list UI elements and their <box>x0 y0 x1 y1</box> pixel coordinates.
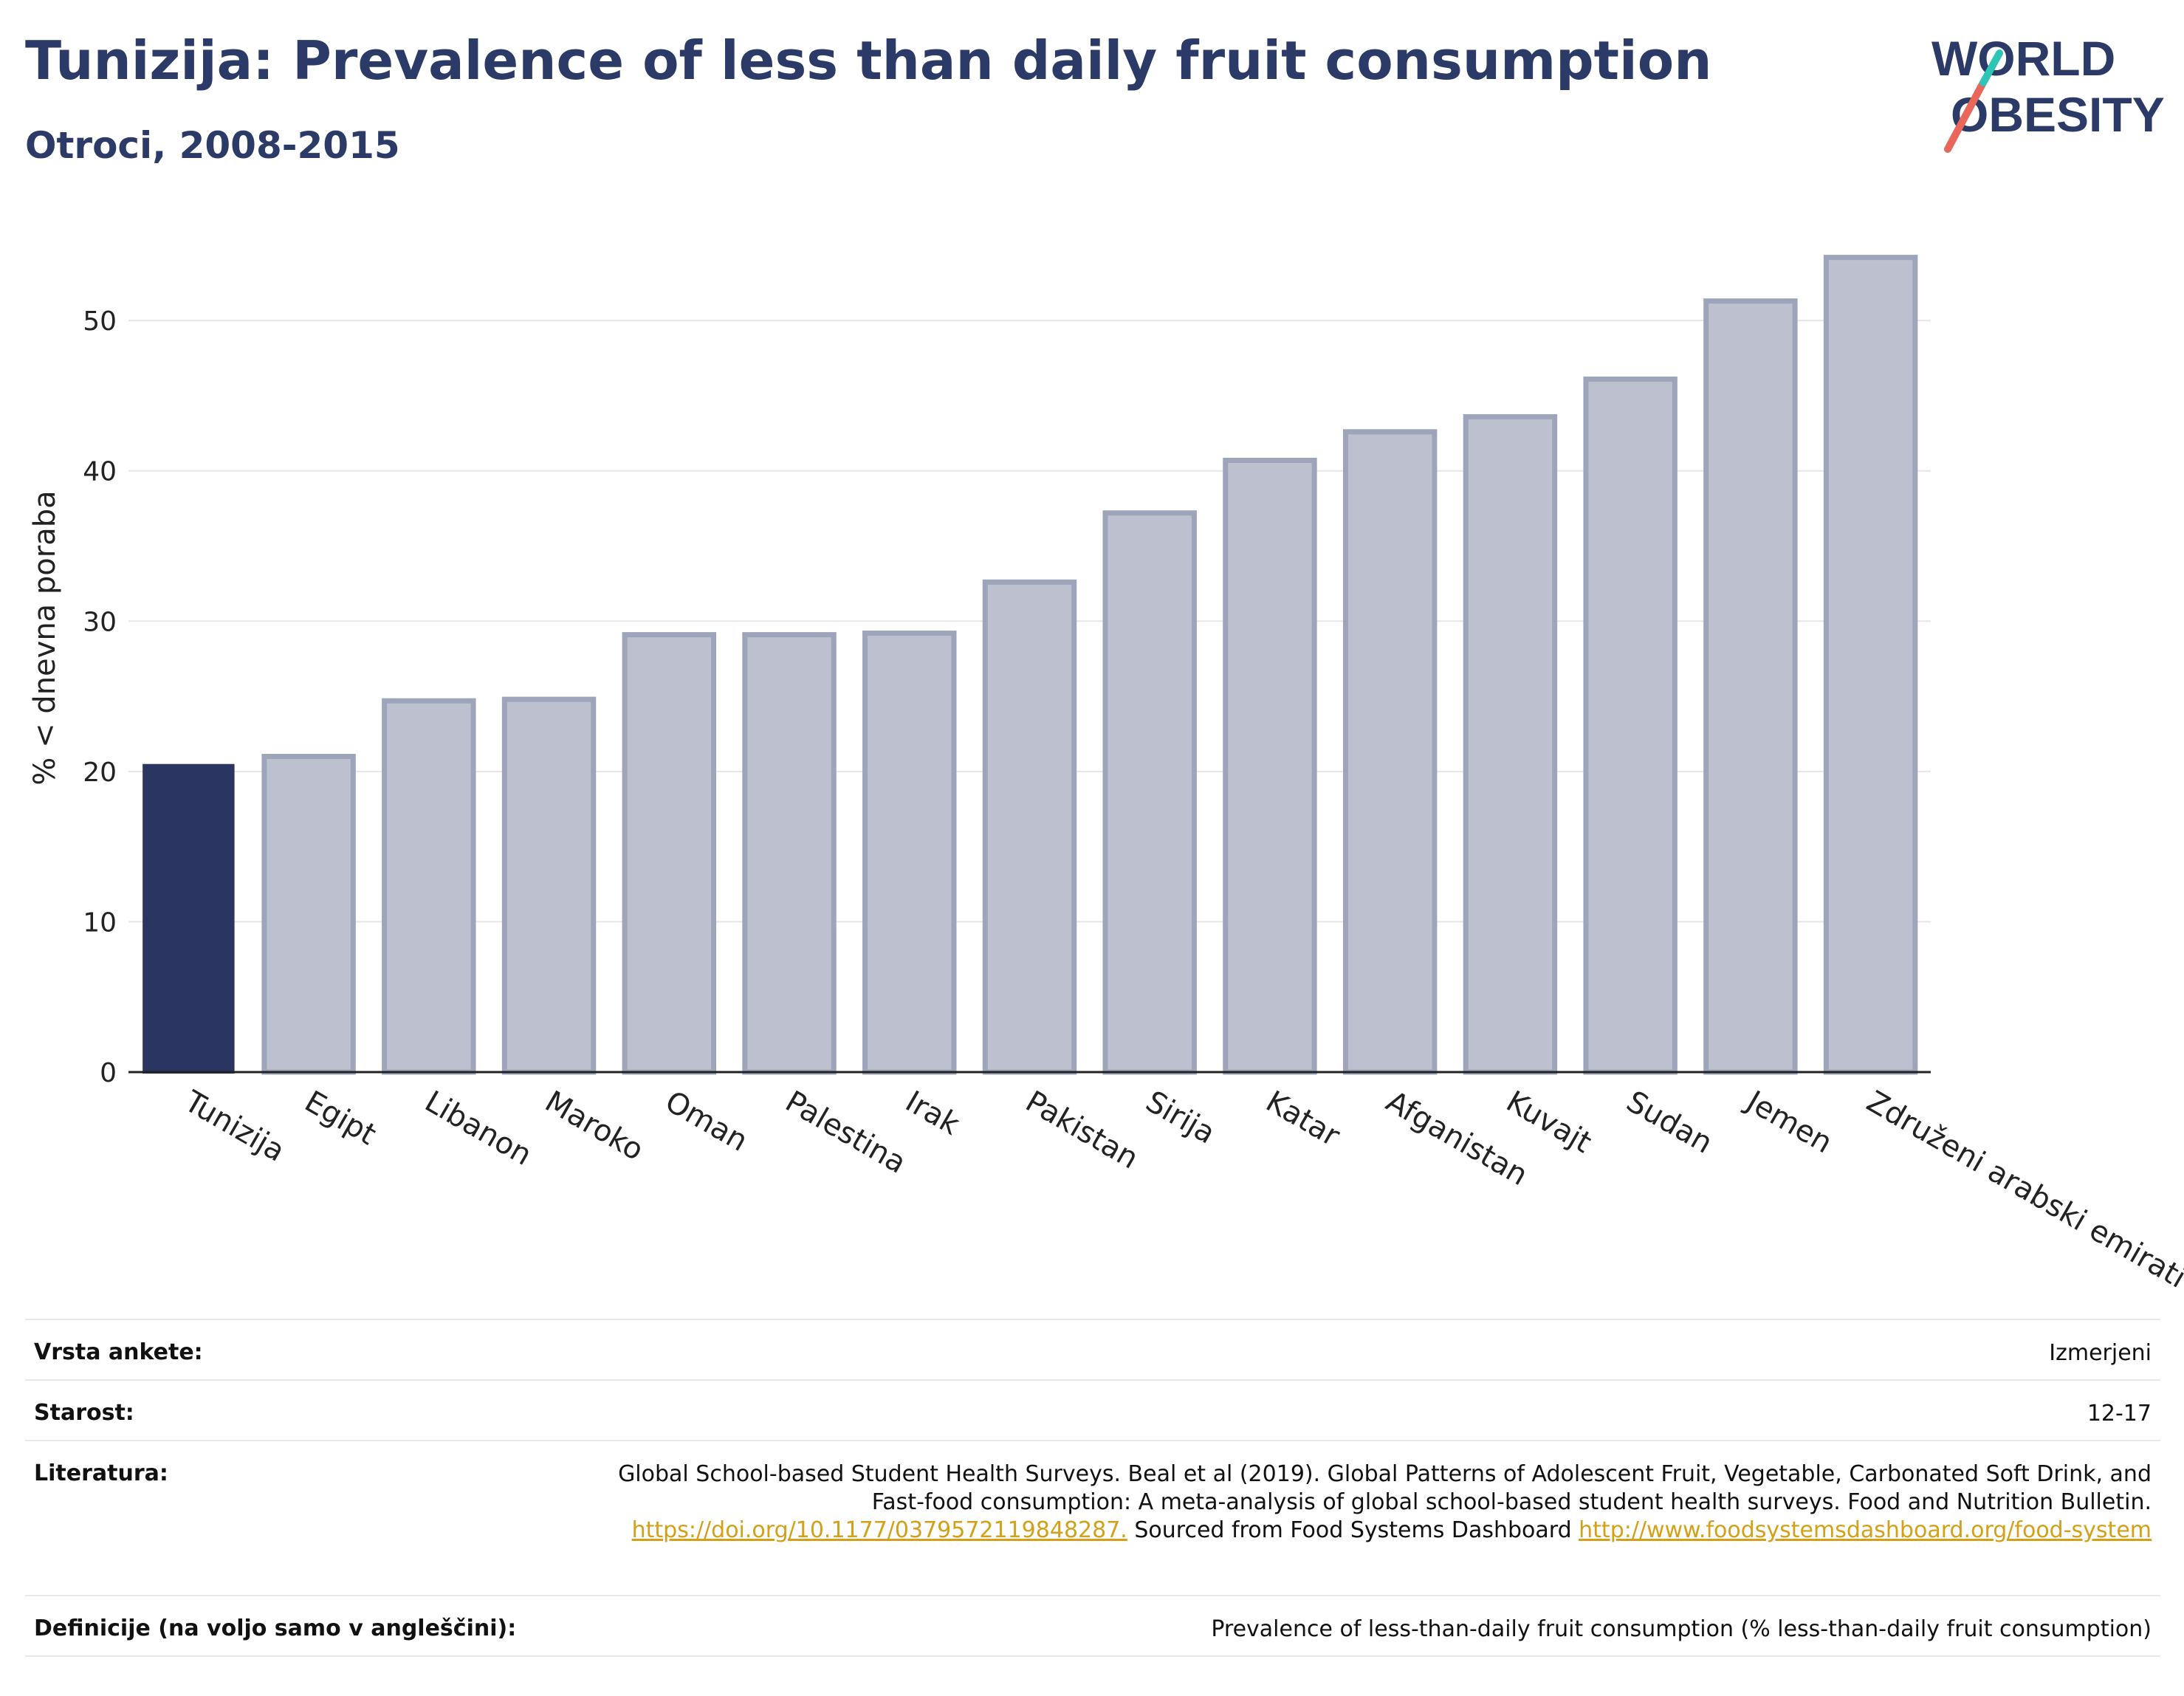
x-tick-label: Kuvajt <box>1500 1085 1597 1160</box>
x-tick-label: Jemen <box>1739 1083 1838 1160</box>
y-tick-label: 0 <box>100 1058 117 1088</box>
y-tick-label: 30 <box>83 607 117 637</box>
y-axis-ticks: 0 10 20 30 40 50 <box>83 306 117 1088</box>
x-axis-ticks: Tunizija Egipt Libanon Maroko Oman PalestinaI… <box>178 1083 2184 1295</box>
bar-kuvajt <box>1463 413 1558 1075</box>
literature-text-1: Global School-based Student Health Surve… <box>618 1461 2152 1515</box>
y-tick-label: 50 <box>83 306 117 337</box>
age-value: 12-17 <box>2087 1401 2152 1427</box>
x-tick-label: Oman <box>659 1085 753 1158</box>
meta-row-literature: Literatura: Global School-based Student … <box>25 1440 2160 1595</box>
definitions-value: Prevalence of less-than-daily fruit cons… <box>1211 1616 2152 1642</box>
bar-palestina <box>742 632 837 1075</box>
y-axis-label: % < dnevna poraba <box>28 490 62 785</box>
literature-label: Literatura: <box>34 1460 168 1486</box>
logo-slash-red <box>1944 79 1987 153</box>
literature-value: Global School-based Student Health Surve… <box>564 1460 2152 1545</box>
bar-jemen <box>1703 298 1798 1075</box>
x-tick-label: Tunizija <box>178 1084 290 1168</box>
logo-slash-teal <box>1979 49 2003 86</box>
y-tick-label: 40 <box>83 457 117 487</box>
bar-irak <box>862 631 957 1075</box>
logo-line2: OBESITY <box>1951 87 2165 142</box>
meta-row-survey-type: Vrsta ankete: Izmerjeni <box>25 1319 2160 1379</box>
page-title: Tunizija: Prevalence of less than daily … <box>25 30 1712 92</box>
x-tick-label: Sudan <box>1621 1085 1718 1161</box>
age-label: Starost: <box>34 1400 134 1426</box>
logo-line1: WORLD <box>1931 31 2115 86</box>
bar-maroko <box>501 696 597 1075</box>
doi-link[interactable]: https://doi.org/10.1177/0379572119848287… <box>631 1517 1127 1543</box>
x-tick-label: Irak <box>900 1085 966 1142</box>
y-tick-label: 10 <box>83 907 117 938</box>
x-tick-label: Sirija <box>1140 1085 1220 1151</box>
x-tick-label: Maroko <box>539 1085 649 1167</box>
food-systems-link[interactable]: http://www.foodsystemsdashboard.org/food… <box>1579 1517 2152 1543</box>
x-tick-label: Združeni arabski emirati <box>1861 1085 2184 1295</box>
definitions-label: Definicije (na voljo samo v angleščini): <box>34 1616 517 1641</box>
x-tick-label: Libanon <box>419 1085 538 1173</box>
bar-oman <box>622 632 717 1075</box>
bar-katar <box>1223 457 1317 1075</box>
bar-pakistan <box>982 579 1077 1075</box>
literature-text-2: Sourced from Food Systems Dashboard <box>1127 1517 1579 1543</box>
page-subtitle: Otroci, 2008-2015 <box>25 124 400 167</box>
survey-type-value: Izmerjeni <box>2049 1340 2152 1366</box>
x-tick-label: Pakistan <box>1020 1085 1144 1176</box>
meta-row-age: Starost: 12-17 <box>25 1379 2160 1440</box>
bar-sudan <box>1583 377 1678 1075</box>
bar-egipt <box>261 754 356 1075</box>
x-tick-label: Palestina <box>780 1085 912 1181</box>
bar-tunizija <box>142 763 235 1074</box>
world-obesity-logo: WORLD OBESITY <box>1931 31 2165 153</box>
bar-afganistan <box>1342 429 1438 1075</box>
bar-sirija <box>1102 510 1197 1075</box>
bar-libanon <box>382 698 476 1075</box>
metadata-table: Vrsta ankete: Izmerjeni Starost: 12-17 L… <box>25 1319 2160 1657</box>
bar-združeni-arabski-emirati <box>1823 255 1918 1075</box>
bar-chart: 0 10 20 30 40 50 Tunizija Egipt Libanon Maroko Om… <box>28 255 2184 1295</box>
x-tick-label: Egipt <box>299 1085 382 1152</box>
survey-type-label: Vrsta ankete: <box>34 1339 203 1365</box>
meta-row-definitions: Definicije (na voljo samo v angleščini):… <box>25 1595 2160 1657</box>
x-tick-label: Katar <box>1260 1085 1346 1153</box>
y-tick-label: 20 <box>83 758 117 788</box>
bars <box>142 255 1918 1075</box>
